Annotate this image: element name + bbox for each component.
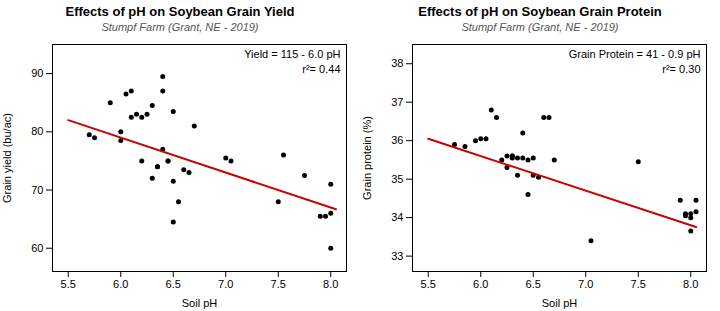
- svg-text:36: 36: [391, 134, 403, 146]
- svg-text:8.0: 8.0: [323, 278, 338, 290]
- svg-text:7.5: 7.5: [271, 278, 286, 290]
- svg-text:37: 37: [391, 96, 403, 108]
- svg-text:8.0: 8.0: [683, 278, 698, 290]
- svg-text:6.5: 6.5: [526, 278, 541, 290]
- svg-text:6.0: 6.0: [473, 278, 488, 290]
- svg-text:35: 35: [391, 173, 403, 185]
- svg-text:6.5: 6.5: [166, 278, 181, 290]
- svg-text:34: 34: [391, 211, 403, 223]
- html-text:Effects of pH on Soybean Grain: Effects of pH on Soybean Grain Protein: [418, 4, 662, 19]
- svg-text:7.0: 7.0: [578, 278, 593, 290]
- html-text:Stumpf Farm (Grant, NE - 2019): Stumpf Farm (Grant, NE - 2019): [461, 21, 619, 33]
- svg-text:7.0: 7.0: [218, 278, 233, 290]
- svg-text:33: 33: [391, 250, 403, 262]
- svg-text:5.5: 5.5: [421, 278, 436, 290]
- svg-text:Grain protein (%): Grain protein (%): [361, 116, 373, 200]
- svg-text:6.0: 6.0: [113, 278, 128, 290]
- svg-text:Grain yield (bu/ac): Grain yield (bu/ac): [1, 113, 13, 203]
- svg-text:90: 90: [31, 67, 43, 79]
- svg-text:r²= 0.44: r²= 0.44: [302, 63, 340, 75]
- svg-text:7.5: 7.5: [631, 278, 646, 290]
- svg-text:70: 70: [31, 184, 43, 196]
- svg-text:Soil pH: Soil pH: [182, 297, 218, 309]
- svg-text:Yield = 115 - 6.0 pH: Yield = 115 - 6.0 pH: [244, 48, 340, 60]
- svg-text:80: 80: [31, 125, 43, 137]
- html-text:Stumpf Farm (Grant, NE - 2019): Stumpf Farm (Grant, NE - 2019): [101, 21, 259, 33]
- svg-text:60: 60: [31, 242, 43, 254]
- svg-text:38: 38: [391, 57, 403, 69]
- svg-text:Soil pH: Soil pH: [542, 297, 578, 309]
- svg-text:5.5: 5.5: [61, 278, 76, 290]
- svg-text:Grain Protein = 41 - 0.9 pH: Grain Protein = 41 - 0.9 pH: [569, 48, 701, 60]
- svg-text:r²= 0.30: r²= 0.30: [662, 63, 700, 75]
- html-text:Effects of pH on Soybean Grain: Effects of pH on Soybean Grain Yield: [65, 4, 295, 19]
